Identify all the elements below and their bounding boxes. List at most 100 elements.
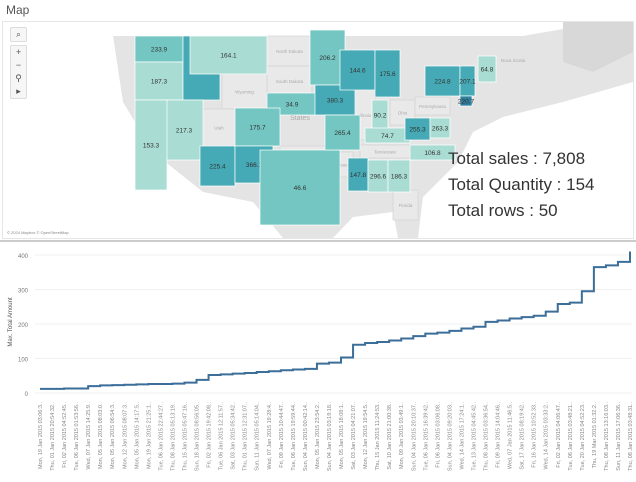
state-value-label: 74.7 (381, 133, 394, 140)
total-sales: Total sales : 7,808 (448, 146, 594, 172)
map-search-button[interactable]: ⌕ (10, 27, 27, 42)
y-tick-label: 200 (18, 323, 29, 329)
x-tick-label: Mon, 05 Jan 2015 14:17:5.. (134, 402, 140, 469)
series-line (40, 252, 630, 389)
state-value-label: 265.4 (334, 130, 351, 137)
state-value-label: 147.8 (350, 172, 367, 179)
y-tick-label: 0 (25, 392, 29, 398)
x-tick-label: Thu, 01 Jan 2015 12:31:07.. (243, 402, 249, 471)
x-tick-label: Mon, 19 Jan 2015 21:25:1.. (146, 402, 152, 469)
y-tick-label: 300 (18, 289, 29, 295)
map-controls: ⌕ + − ⚲ ▸ (10, 27, 26, 102)
x-tick-label: Tue, 06 Jan 2015 19:59:44.. (291, 402, 297, 471)
state-value-label: 106.8 (424, 150, 441, 157)
x-tick-label: Tue, 06 Jan 2015 12:11:57.. (219, 402, 225, 471)
x-tick-label: Thu, 15 Jan 2015 11:24:53.. (375, 402, 381, 471)
x-tick-label: Thu, 08 Jan 2015 13:16:03.. (604, 402, 610, 471)
x-tick-label: Fri, 02 Jan 2015 04:52:45.. (62, 402, 68, 468)
x-tick-label: Tue, 06 Jan 2015 03:48:21.. (568, 402, 574, 471)
state-value-label: 380.3 (327, 98, 344, 105)
state-value-label: 90.2 (374, 113, 387, 120)
chart-svg: 0 100 200 300 400 Max. Total Amount Mon, 19 Ja… (0, 242, 636, 482)
region-label: Nova Scotia (501, 58, 526, 63)
x-tick-label: Thu, 19 Mar 2015 01:32:2.. (592, 402, 598, 469)
x-tick-label: Mon, 19 Jan 2015 03:06:3.. (38, 402, 44, 469)
x-tick-label: Sat, 10 Jan 2015 21:00:38.. (387, 402, 393, 470)
state-value-label: 220.7 (458, 99, 475, 106)
state-value-label: 207.1 (459, 79, 476, 86)
x-tick-label: Fri, 02 Jan 2015 04:06:47.. (556, 402, 562, 468)
state-value-label: 225.4 (209, 164, 226, 171)
x-tick-label: Mon, 12 Jan 2015 08:07:3.. (122, 402, 128, 469)
x-tick-label: Fri, 16 Jan 2015 10:52:33.. (532, 402, 538, 468)
x-tick-label: Sun, 04 Jan 2015 03:19:18.. (327, 402, 333, 472)
x-tick-label: Thu, 08 Jan 2015 03:36:54.. (484, 402, 490, 471)
state-value-label: 296.6 (370, 174, 387, 181)
state-value-label: 186.3 (391, 174, 408, 181)
state-value-label: 224.8 (434, 79, 451, 86)
region-label: South Dakota (276, 79, 304, 84)
x-tick-label: Sun, 04 Jan 2015 00:42:14.. (303, 402, 309, 472)
x-tick-label: Thu, 01 Jan 2015 20:54:32.. (50, 402, 56, 471)
state-value-label: 175.7 (249, 125, 266, 132)
x-tick-label: Sun, 04 Jan 2015 09:20:03.. (447, 402, 453, 472)
x-tick-label: Mon, 05 Jan 2015 06:54:3.. (110, 402, 116, 469)
region-label: Illinois (359, 113, 372, 118)
x-tick-label: Tue, 06 Jan 2015 16:39:42.. (423, 402, 429, 471)
y-axis-title: Max. Total Amount (8, 297, 14, 347)
x-tick-label: Mon, 05 Jan 2015 08:03:0.. (98, 402, 104, 469)
x-tick-label: Sat, 03 Jan 2015 04:21:07.. (351, 402, 357, 470)
region-label: North Dakota (276, 49, 303, 54)
state-value-label: 64.8 (481, 67, 494, 74)
region-label: Wyoming (235, 90, 254, 95)
state-value-label: 206.2 (319, 55, 336, 62)
x-tick-label: Wed, 07 Jan 2015 11:46:5.. (508, 402, 514, 470)
state-value-label: 46.6 (294, 185, 307, 192)
x-tick-label: Thu, 08 Jan 2015 05:13:19.. (170, 402, 176, 471)
state-value-label: 233.9 (151, 47, 168, 54)
region-label: Florida (399, 203, 413, 208)
x-tick-label: Wed, 14 Jan 2015 03:33:2.. (544, 402, 550, 470)
state-value-label: 255.3 (409, 127, 426, 134)
total-rows: Total rows : 50 (448, 198, 594, 224)
x-tick-label: Sat, 03 Jan 2015 05:34:42.. (231, 402, 237, 470)
x-tick-label: Thu, 08 Jan 2015 03:48:31.. (628, 402, 634, 471)
x-tick-label: Tue, 20 Jan 2015 04:52:23.. (580, 402, 586, 471)
x-tick-label: Mon, 05 Jan 2015 23:54:2.. (315, 402, 321, 469)
x-tick-label: Tue, 06 Jan 2015 01:53:56.. (74, 402, 80, 471)
x-tick-label: Fri, 06 Jan 2015 03:06:08.. (435, 402, 441, 468)
search-icon: ⌕ (11, 28, 26, 41)
total-quantity: Total Quantity : 154 (448, 172, 594, 198)
x-tick-label: Mon, 12 Jan 2015 19:54:5.. (363, 402, 369, 469)
y-tick-label: 100 (18, 358, 29, 364)
step-line-chart: 0 100 200 300 400 Max. Total Amount Mon, 19 Ja… (0, 240, 636, 482)
x-tick-label: Sun, 18 Jan 2015 08:56:05.. (195, 402, 201, 472)
x-tick-label: Sun, 11 Jan 2015 05:14:04.. (255, 402, 261, 471)
dashboard-title: Map (6, 3, 29, 17)
x-tick-label: Sun, 04 Jan 2015 20:10:37.. (411, 402, 417, 472)
country-label: States (290, 115, 310, 122)
zoom-out-button[interactable]: − (11, 59, 26, 72)
region-label: Pennsylvania (419, 104, 446, 109)
x-tick-label: Fri, 09 Jan 2015 14:04:46.. (496, 402, 502, 468)
x-tick-label: Tue, 13 Jan 2015 04:45:42.. (471, 402, 477, 471)
x-tick-label: Fri, 02 Jan 2015 19:42:08.. (207, 402, 213, 468)
map-attribution[interactable]: © 2024 Mapbox © OpenStreetMap (7, 230, 69, 235)
expand-icon[interactable]: ▸ (11, 85, 26, 98)
zoom-in-button[interactable]: + (11, 46, 26, 59)
x-tick-label: Thu, 15 Jan 2015 05:47:16.. (182, 402, 188, 471)
x-tick-label: Wed, 07 Jan 2015 19:28:4.. (267, 402, 273, 470)
y-tick-label: 400 (18, 254, 29, 260)
region-label: Tennessee (374, 150, 396, 155)
pin-icon[interactable]: ⚲ (11, 72, 26, 85)
state-value-label: 34.9 (286, 102, 299, 109)
x-tick-label: Sat, 17 Jan 2015 08:19:42.. (520, 402, 526, 470)
state-value-label: 187.3 (151, 79, 168, 86)
x-tick-label: Fri, 09 Jan 2015 10:44:47.. (279, 402, 285, 468)
state-value-label: 144.6 (349, 68, 366, 75)
x-tick-label: Wed, 14 Jan 2015 17:24:1.. (459, 402, 465, 470)
totals-overlay: Total sales : 7,808 Total Quantity : 154… (448, 146, 594, 224)
x-tick-label: Sun, 11 Jan 2015 17:06:36.. (616, 402, 622, 471)
x-tick-label: Mon, 09 Jan 2015 03:49:1.. (399, 402, 405, 469)
